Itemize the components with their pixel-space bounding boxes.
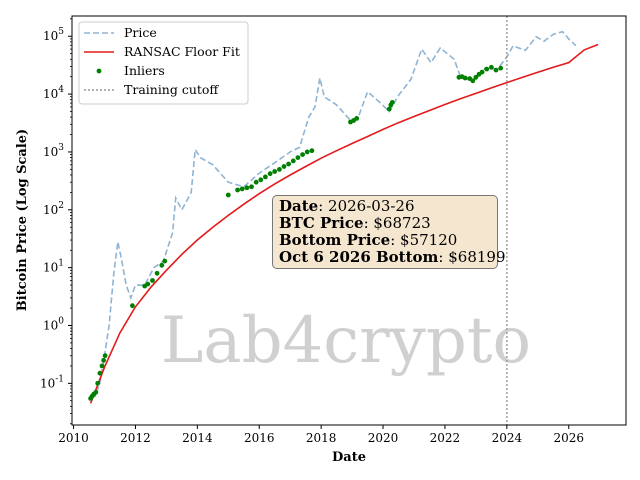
- inlier-point: [145, 281, 151, 287]
- x-tick-label: 2016: [244, 431, 275, 445]
- inlier-point: [354, 116, 360, 121]
- inlier-point: [159, 262, 165, 268]
- x-tick-label: 2020: [368, 431, 399, 445]
- annotation-bottom-row: Bottom Price: $57120: [279, 231, 458, 249]
- inlier-point: [239, 186, 245, 192]
- inlier-point: [295, 155, 301, 161]
- annotation-btc-row: BTC Price: $68723: [279, 214, 431, 232]
- inlier-point: [101, 357, 106, 363]
- inlier-point: [286, 161, 291, 167]
- plot-frame: [71, 15, 627, 426]
- inlier-point: [102, 353, 108, 359]
- y-tick-label: 100: [43, 316, 64, 332]
- ransac-fit-line: [89, 43, 599, 404]
- legend-cutoff-label: Training cutoff: [124, 82, 219, 97]
- inlier-point: [389, 100, 395, 105]
- inlier-point: [479, 69, 485, 75]
- inlier-point: [99, 363, 105, 369]
- inlier-point: [493, 67, 499, 73]
- inlier-point: [150, 278, 155, 283]
- inlier-point: [473, 74, 479, 80]
- inlier-point: [281, 164, 287, 169]
- y-tick-label: 102: [43, 201, 64, 217]
- inlier-point: [235, 187, 241, 193]
- y-tick-label: 104: [43, 85, 64, 101]
- inlier-point: [272, 169, 278, 174]
- annotation-oct-row: Oct 6 2026 Bottom: $68199: [279, 248, 506, 266]
- annotation-date-label: Date: [279, 197, 319, 215]
- inlier-point: [263, 174, 268, 180]
- x-tick-label: 2024: [492, 431, 523, 445]
- inlier-point: [95, 380, 101, 386]
- annotation-btc-label: BTC Price: [279, 214, 364, 232]
- x-tick-label: 2018: [306, 431, 337, 445]
- annotation-date-row: Date: 2026-03-26: [279, 197, 415, 215]
- annotation-bottom-value: $57120: [400, 231, 458, 249]
- inlier-point: [93, 389, 99, 395]
- watermark: Lab4crypto: [161, 304, 531, 378]
- y-tick-label: 101: [43, 259, 64, 275]
- plot-data-layer: [88, 16, 599, 425]
- y-tick-label: 10-1: [40, 374, 64, 390]
- x-axis: 2010 2012 2014 2016 2018 2020 2022 2024 2026: [58, 425, 584, 445]
- inlier-point: [154, 270, 160, 276]
- y-axis: 10-1 100 101 102 103 104 105: [40, 18, 72, 425]
- inlier-point: [253, 179, 259, 185]
- annotation-bottom-label: Bottom Price: [279, 231, 391, 249]
- inlier-point: [304, 149, 310, 155]
- inlier-point: [249, 184, 254, 190]
- inlier-point: [470, 78, 476, 84]
- inlier-point: [290, 158, 296, 164]
- inlier-point: [244, 185, 250, 191]
- y-axis-label: Bitcoin Price (Log Scale): [15, 129, 30, 311]
- legend-inliers-swatch: [96, 68, 102, 74]
- annotation-date-value: 2026-03-26: [328, 197, 415, 215]
- annotation-oct-value: $68199: [448, 248, 506, 266]
- inlier-point: [277, 167, 282, 172]
- x-tick-label: 2010: [58, 431, 89, 445]
- y-tick-label: 105: [43, 27, 64, 43]
- legend: Price RANSAC Floor Fit Inliers Training …: [78, 21, 249, 105]
- x-tick-label: 2026: [553, 431, 584, 445]
- inlier-point: [162, 258, 168, 264]
- inlier-point: [462, 75, 468, 81]
- legend-price-label: Price: [124, 25, 157, 40]
- inlier-point: [97, 370, 103, 376]
- x-axis-label: Date: [332, 450, 366, 465]
- inlier-point: [489, 64, 494, 70]
- inlier-point: [130, 303, 135, 309]
- annotation-oct-label: Oct 6 2026 Bottom: [279, 248, 439, 266]
- y-tick-label: 103: [43, 143, 64, 159]
- inlier-point: [300, 152, 305, 158]
- legend-inliers-label: Inliers: [124, 63, 165, 78]
- legend-frame: [78, 21, 249, 105]
- inlier-point: [309, 148, 315, 154]
- annotation-btc-value: $68723: [373, 214, 431, 232]
- inlier-point: [498, 65, 504, 71]
- inlier-point: [225, 192, 231, 198]
- legend-fit-label: RANSAC Floor Fit: [124, 44, 240, 59]
- annotation-box: Date: 2026-03-26 BTC Price: $68723 Botto…: [272, 195, 506, 269]
- inlier-point: [267, 171, 273, 177]
- x-tick-label: 2012: [120, 431, 151, 445]
- inlier-point: [386, 106, 392, 112]
- inlier-point: [258, 177, 264, 183]
- x-tick-label: 2014: [182, 431, 213, 445]
- inlier-point: [484, 66, 490, 72]
- x-tick-label: 2022: [430, 431, 461, 445]
